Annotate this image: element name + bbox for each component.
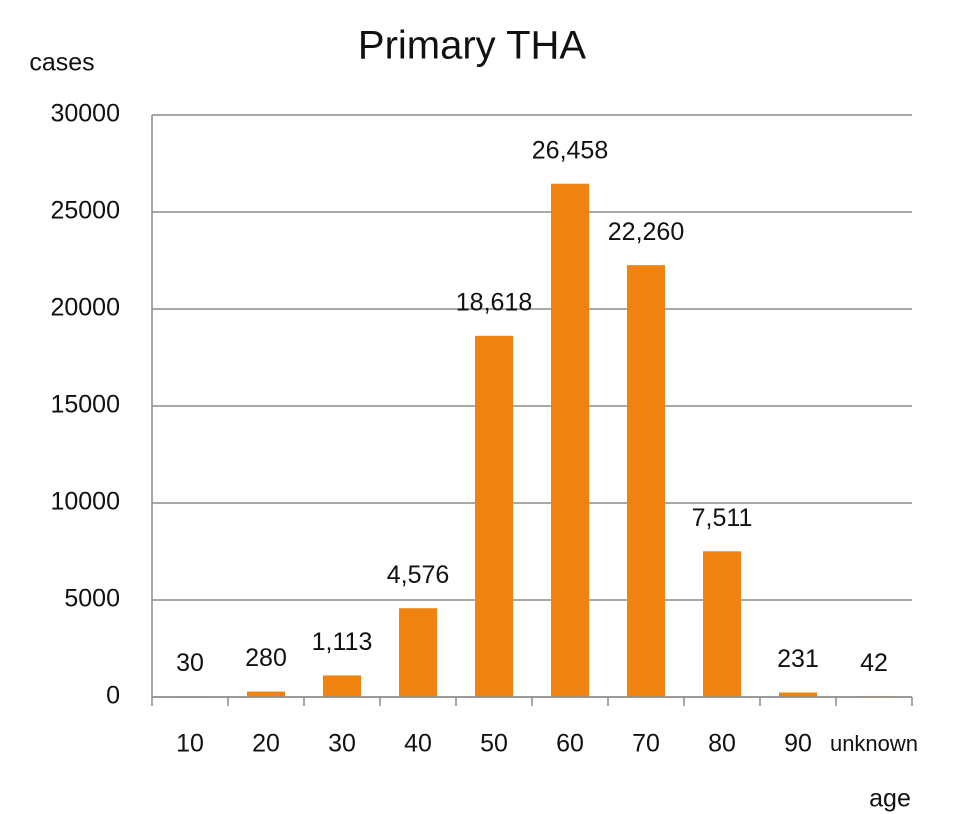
bar (627, 265, 665, 697)
y-tick-label: 0 (106, 682, 120, 710)
data-label: 1,113 (312, 628, 373, 656)
y-tick-label: 10000 (50, 488, 120, 516)
data-label: 280 (245, 644, 287, 672)
data-label: 42 (860, 649, 888, 677)
bar (551, 183, 589, 698)
data-label: 231 (777, 645, 819, 673)
data-label: 26,458 (532, 136, 608, 164)
bar (399, 608, 437, 697)
data-label: 7,511 (692, 504, 753, 532)
y-tick-label: 25000 (50, 197, 120, 225)
x-tick-label: 20 (252, 730, 280, 758)
data-label: 4,576 (387, 561, 450, 589)
x-tick-label: 60 (556, 730, 584, 758)
bar (703, 551, 741, 697)
x-axis-label: age (869, 785, 911, 813)
x-tick-label: 30 (328, 730, 356, 758)
x-tick-label: 80 (708, 730, 736, 758)
x-tick-label: unknown (830, 731, 918, 756)
x-tick-label: 40 (404, 730, 432, 758)
data-label: 18,618 (456, 288, 532, 316)
y-tick-label: 15000 (50, 391, 120, 419)
x-tick-label: 10 (176, 730, 204, 758)
data-label: 30 (176, 649, 204, 677)
bar (323, 675, 361, 697)
y-axis-label: cases (29, 49, 94, 77)
bar (247, 691, 285, 697)
chart-title: Primary THA (358, 24, 586, 68)
y-tick-label: 20000 (50, 294, 120, 322)
bar (779, 692, 817, 697)
x-tick-label: 90 (784, 730, 812, 758)
data-label: 22,260 (608, 218, 684, 246)
x-tick-label: 50 (480, 730, 508, 758)
bar (475, 335, 513, 697)
x-tick-label: 70 (632, 730, 660, 758)
y-tick-label: 5000 (64, 585, 120, 613)
y-tick-label: 30000 (50, 100, 120, 128)
